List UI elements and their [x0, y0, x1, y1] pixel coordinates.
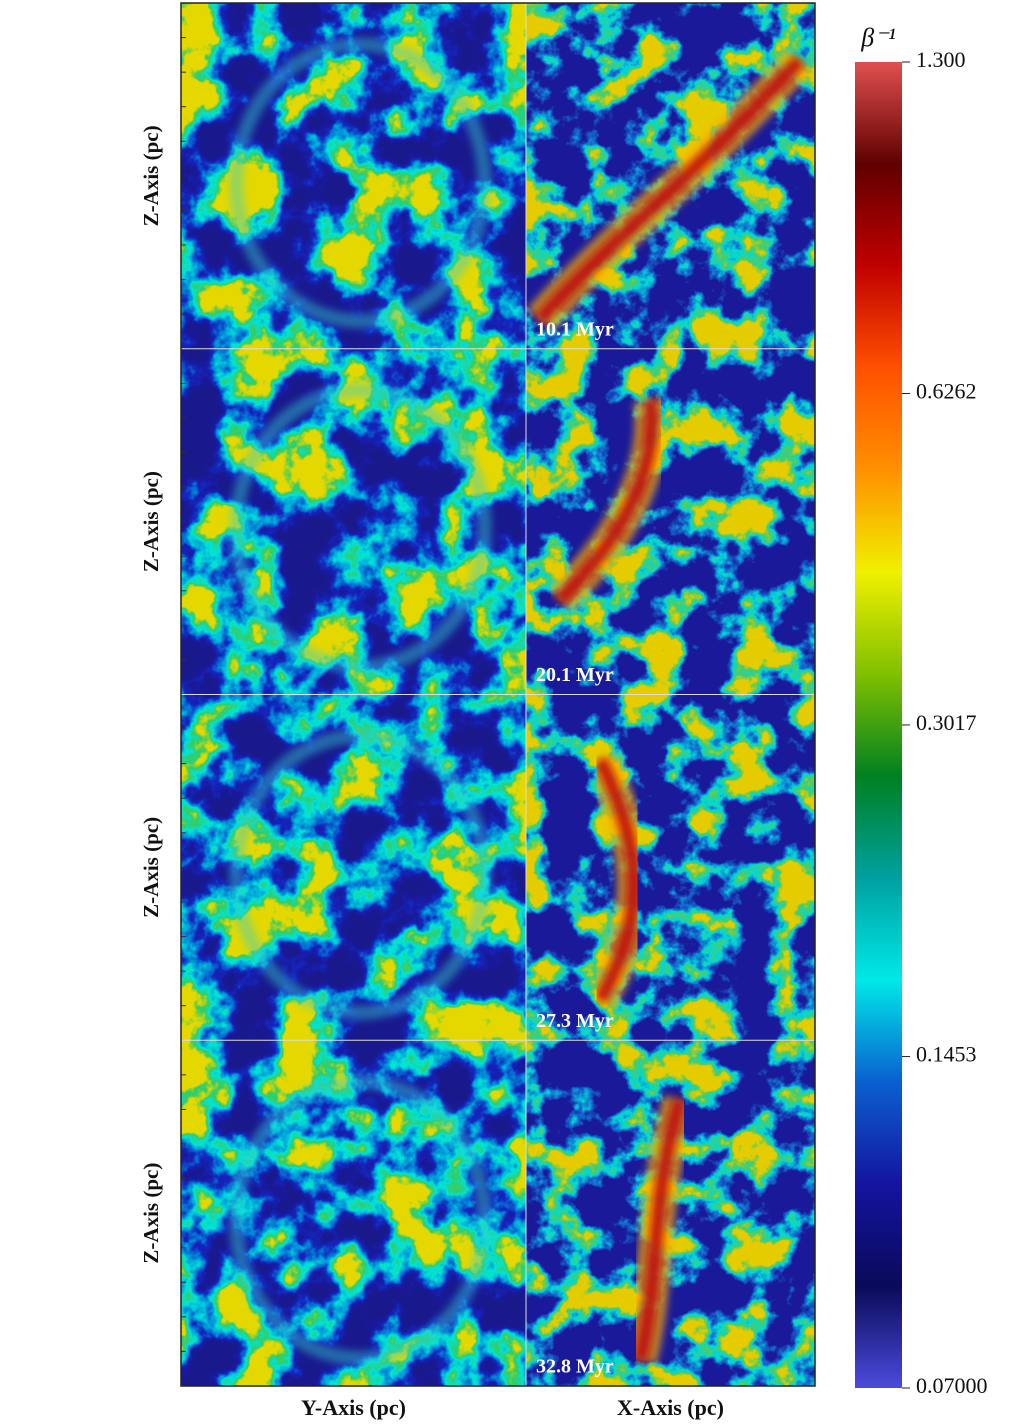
time-label: 27.3 Myr [536, 1010, 614, 1032]
shell-ring [229, 1074, 492, 1366]
colorbar-tick-label: 0.6262 [916, 379, 977, 404]
colorbar [855, 62, 902, 1388]
shell-ring [229, 37, 492, 329]
filament-core [534, 55, 806, 325]
simulation-texture [526, 348, 815, 695]
filament-core [555, 399, 659, 605]
time-label: 10.1 Myr [536, 318, 614, 340]
shell-ring [229, 728, 492, 1020]
filament-core [593, 756, 641, 1004]
y-axis-label: Z-Axis (pc) [139, 1163, 163, 1264]
filament-core [633, 1097, 687, 1362]
simulation-texture [526, 694, 815, 1041]
y-axis-label: Z-Axis (pc) [139, 125, 163, 226]
panel-frame [180, 2, 816, 1387]
y-axis-label: Z-Axis (pc) [139, 817, 163, 918]
x-axis-label: Y-Axis (pc) [301, 1395, 406, 1420]
time-label: 20.1 Myr [536, 664, 614, 686]
y-axis-label: Z-Axis (pc) [139, 471, 163, 572]
x-axis-label: X-Axis (pc) [617, 1395, 724, 1420]
colorbar-tick-label: 0.3017 [916, 710, 977, 735]
colorbar-title: β⁻¹ [860, 23, 896, 52]
shell-ring [229, 383, 492, 674]
colorbar-tick-label: 0.1453 [916, 1042, 977, 1067]
colorbar-tick-label: 0.07000 [916, 1373, 988, 1398]
time-label: 32.8 Myr [536, 1356, 614, 1378]
colorbar-tick-label: 1.300 [916, 47, 966, 72]
